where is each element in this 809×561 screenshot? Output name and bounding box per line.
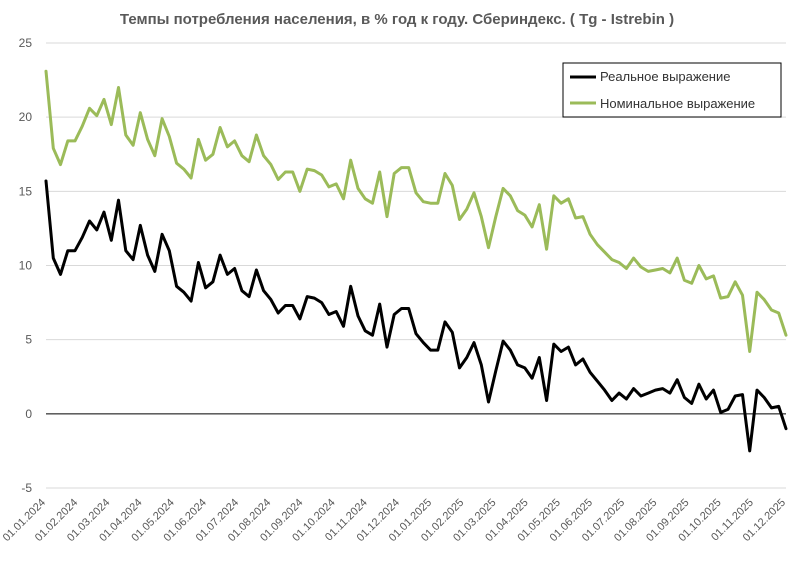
y-tick-label: 25 (19, 36, 33, 50)
y-tick-label: 0 (25, 407, 32, 421)
y-tick-label: 10 (19, 259, 33, 273)
y-tick-label: -5 (21, 481, 32, 495)
legend-label-nominal: Номинальное выражение (600, 96, 755, 111)
chart-title: Темпы потребления населения, в % год к г… (120, 11, 674, 28)
legend-box (562, 62, 782, 118)
legend-label-real: Реальное выражение (600, 69, 730, 84)
x-axis: 01.01.202401.02.202401.03.202401.04.2024… (1, 497, 788, 544)
y-tick-label: 15 (19, 184, 33, 198)
series-line-nominal (44, 69, 788, 353)
y-tick-label: 5 (25, 333, 32, 347)
series-line-real (44, 179, 788, 453)
y-axis: -5 0 5 10 15 20 25 (19, 36, 33, 495)
series-lines (44, 69, 788, 453)
legend: Реальное выражение Номинальное выражение (562, 62, 782, 118)
y-tick-label: 20 (19, 110, 33, 124)
